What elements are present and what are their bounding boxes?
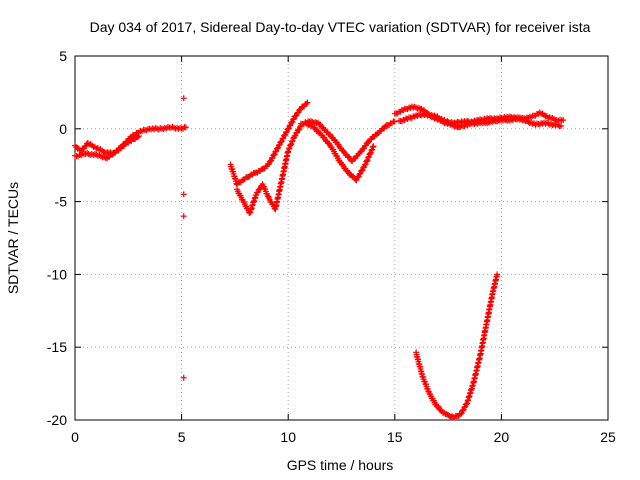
x-tick-label: 10 bbox=[280, 429, 296, 445]
data-points bbox=[72, 95, 567, 421]
y-axis-label: SDTVAR / TECUs bbox=[5, 182, 21, 294]
chart-title: Day 034 of 2017, Sidereal Day-to-day VTE… bbox=[90, 19, 591, 35]
data-point bbox=[367, 150, 374, 157]
x-tick-label: 5 bbox=[178, 429, 186, 445]
y-tick-label: 5 bbox=[59, 48, 67, 64]
data-point bbox=[560, 117, 567, 124]
data-point bbox=[180, 95, 187, 102]
data-point bbox=[180, 374, 187, 381]
data-point bbox=[365, 154, 372, 161]
grid-lines bbox=[75, 56, 608, 420]
axis-ticks: 0 5 10 15 20 25 5 0 -5 -10 -15 -20 bbox=[47, 48, 616, 445]
data-point bbox=[363, 157, 370, 164]
x-tick-label: 0 bbox=[71, 429, 79, 445]
data-point bbox=[97, 146, 104, 153]
data-point bbox=[558, 122, 565, 129]
data-point bbox=[304, 99, 311, 106]
plot-frame bbox=[74, 55, 609, 421]
data-point bbox=[368, 147, 375, 154]
data-point bbox=[287, 141, 294, 148]
data-point bbox=[134, 134, 141, 141]
data-point bbox=[180, 191, 187, 198]
y-tick-label: -15 bbox=[47, 339, 67, 355]
data-point bbox=[370, 143, 377, 150]
data-point bbox=[135, 133, 142, 140]
y-tick-label: -10 bbox=[47, 266, 67, 282]
data-point bbox=[289, 138, 296, 145]
data-point bbox=[494, 271, 501, 278]
data-point bbox=[369, 144, 376, 151]
x-tick-label: 20 bbox=[494, 429, 510, 445]
y-tick-label: -20 bbox=[47, 412, 67, 428]
data-point bbox=[391, 118, 398, 125]
x-axis-label: GPS time / hours bbox=[287, 457, 394, 473]
data-point bbox=[285, 145, 292, 152]
y-tick-label: 0 bbox=[59, 121, 67, 137]
data-point bbox=[303, 100, 310, 107]
data-point bbox=[182, 124, 189, 131]
x-tick-label: 15 bbox=[387, 429, 403, 445]
data-point bbox=[361, 161, 368, 168]
data-point bbox=[180, 213, 187, 220]
y-tick-label: -5 bbox=[55, 194, 68, 210]
x-tick-label: 25 bbox=[600, 429, 616, 445]
data-point bbox=[365, 139, 372, 146]
